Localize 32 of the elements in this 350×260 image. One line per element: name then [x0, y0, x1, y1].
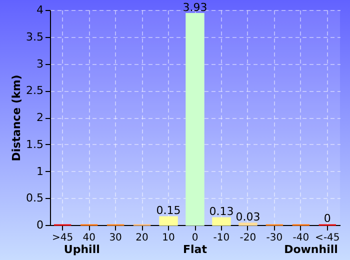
- text: Uphill: [64, 243, 100, 256]
- text: Downhill: [284, 243, 338, 256]
- y-tick-label: 0: [36, 218, 44, 232]
- y-tick-label: 2: [36, 111, 44, 124]
- bar: [212, 217, 231, 226]
- y-tick-label: 1.5: [26, 138, 44, 151]
- x-tick-label: 20: [136, 232, 148, 244]
- data-label: 3.93: [182, 0, 208, 14]
- x-tick-label: -20: [240, 232, 256, 244]
- y-tick-label: 3: [36, 57, 44, 70]
- x-tick-label: 30: [109, 232, 122, 244]
- data-label: 0.13: [209, 205, 234, 218]
- y-tick-label: 2.5: [26, 84, 44, 98]
- data-label: 0: [324, 212, 331, 225]
- y-tick-label: 3.5: [26, 30, 44, 44]
- y-tick-label: 1: [36, 164, 44, 178]
- x-tick-label: <-45: [315, 232, 340, 244]
- y-tick-label: 4: [36, 4, 44, 16]
- x-tick-label: >45: [52, 232, 74, 244]
- data-label: 0.03: [236, 210, 260, 224]
- x-tick-label: 40: [82, 232, 96, 244]
- x-tick-label: -10: [213, 232, 230, 244]
- data-label: 0.15: [156, 204, 181, 217]
- x-tick-label: -40: [292, 232, 310, 244]
- x-tick-label: -30: [266, 232, 283, 244]
- y-axis-title: Distance (km): [10, 74, 24, 162]
- bar: [186, 13, 204, 226]
- x-tick-label: 10: [162, 232, 175, 244]
- text: Flat: [183, 243, 207, 256]
- x-tick-label: 0: [192, 232, 198, 244]
- y-tick-label: 0.5: [26, 192, 44, 205]
- bar: [159, 216, 178, 226]
